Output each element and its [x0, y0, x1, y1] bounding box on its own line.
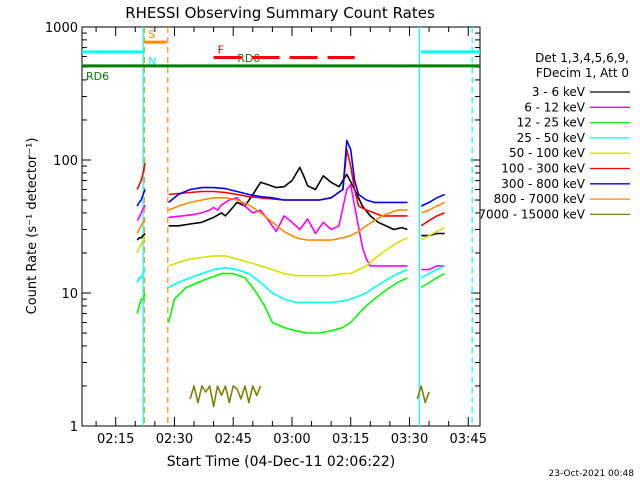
legend-label: 7000 - 15000 keV	[478, 207, 585, 221]
plot-area: S N RD6 RD0 F	[81, 26, 481, 427]
series-line	[136, 204, 146, 222]
annotation-label: N	[148, 55, 156, 68]
y-tick-label: 1000	[45, 21, 78, 36]
y-tick-label: 10	[61, 287, 78, 302]
y-tick-label: 1	[70, 420, 78, 435]
series-line	[168, 197, 408, 241]
y-axis-label: Count Rate (s⁻¹ detector⁻¹)	[25, 138, 40, 315]
series-line	[136, 218, 146, 234]
legend-label: 300 - 800 keV	[501, 177, 585, 191]
series-line	[421, 232, 445, 237]
chart-title: RHESSI Observing Summary Count Rates	[125, 4, 435, 22]
legend-header-line1: Det 1,3,4,5,6,9,	[535, 51, 629, 65]
series-line	[167, 272, 408, 334]
series-line	[168, 139, 408, 204]
annotation-label: RD0	[237, 52, 260, 65]
x-tick-label: 02:15	[97, 432, 134, 447]
legend-label: 6 - 12 keV	[524, 100, 586, 114]
series-line	[168, 266, 408, 304]
x-tick-label: 03:45	[450, 432, 487, 447]
legend-label: 25 - 50 keV	[517, 131, 586, 145]
legend-label: 800 - 7000 keV	[494, 192, 586, 206]
series-line	[136, 292, 146, 314]
legend-header-line2: FDecim 1, Att 0	[536, 66, 629, 80]
footer-date: 23-Oct-2021 00:48	[549, 469, 635, 479]
legend-label: 50 - 100 keV	[509, 146, 586, 160]
legend-label: 100 - 300 keV	[501, 162, 585, 176]
series-line	[189, 385, 262, 408]
y-tick-label: 100	[53, 154, 78, 169]
x-tick-label: 02:45	[214, 432, 251, 447]
annotation-label: F	[218, 43, 224, 56]
series-line	[420, 193, 446, 207]
annotation-label: S	[148, 28, 155, 41]
legend-label: 3 - 6 keV	[532, 85, 586, 99]
series-line	[136, 189, 146, 207]
x-axis-tick-labels: 02:15 02:30 02:45 03:00 03:15 03:30 03:45	[97, 432, 487, 447]
series-line	[420, 226, 446, 241]
series-line	[168, 237, 408, 277]
series-line	[421, 265, 445, 271]
series-line	[420, 272, 446, 289]
legend-label: 12 - 25 keV	[517, 116, 586, 130]
series-line	[168, 184, 408, 267]
legend: Det 1,3,4,5,6,9, FDecim 1, Att 0 3 - 6 k…	[478, 51, 630, 221]
x-axis-label: Start Time (04-Dec-11 02:06:22)	[167, 454, 395, 470]
series-line	[420, 201, 446, 214]
annotation-label: RD6	[86, 70, 109, 83]
x-tick-label: 03:15	[332, 432, 369, 447]
series-line	[168, 166, 408, 231]
series-line	[136, 232, 146, 241]
series-line	[416, 385, 430, 404]
y-axis-tick-labels: 1 10 100 1000	[45, 21, 78, 435]
plot-frame	[81, 26, 481, 427]
x-tick-label: 02:30	[156, 432, 193, 447]
series-line	[420, 265, 446, 279]
series-line	[420, 212, 445, 227]
x-tick-label: 03:30	[391, 432, 428, 447]
series-line	[136, 235, 146, 254]
series-line	[136, 269, 146, 283]
x-tick-label: 03:00	[273, 432, 310, 447]
series-line	[136, 162, 146, 190]
